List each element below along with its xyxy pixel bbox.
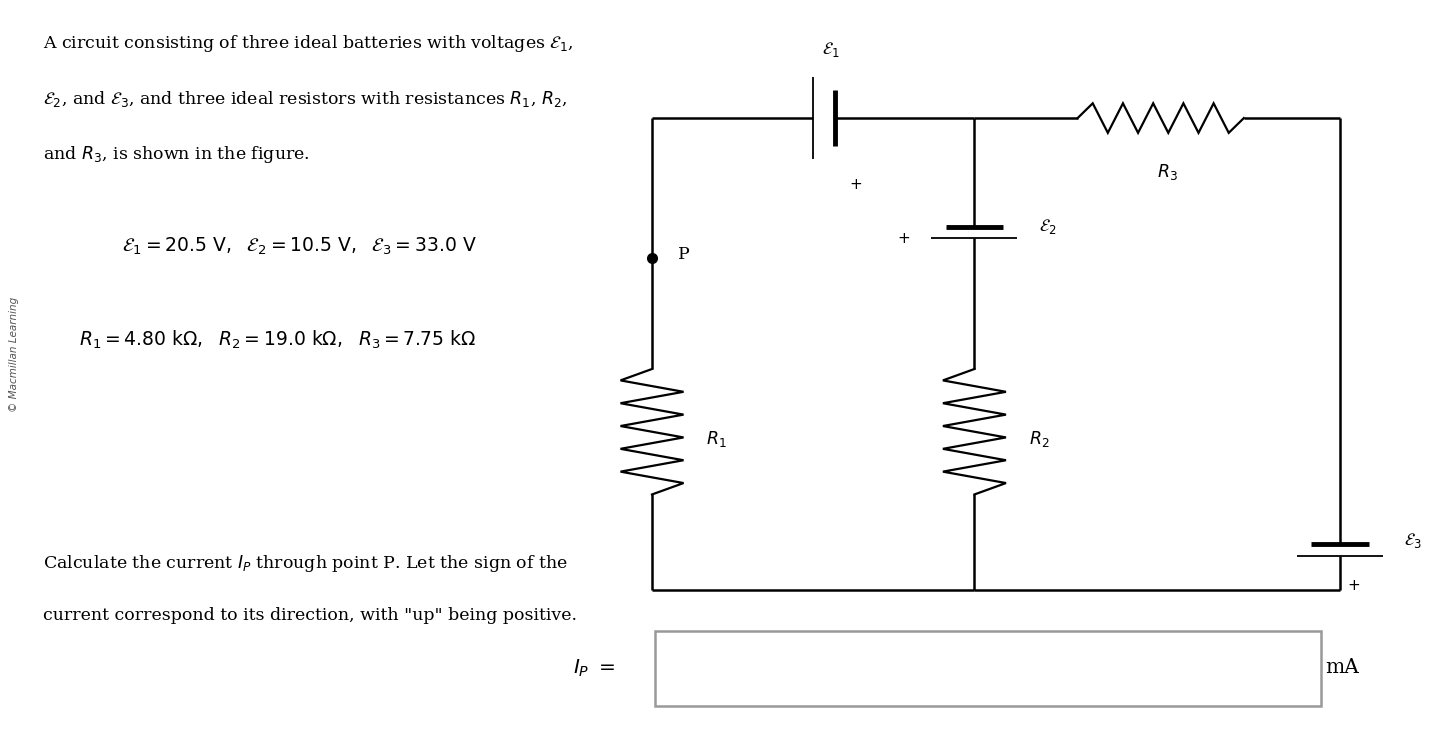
Text: $R_3$: $R_3$ [1158,162,1178,182]
Text: $R_2$: $R_2$ [1029,429,1049,449]
Text: +: + [1348,578,1360,593]
Text: $\mathcal{E}_1 = 20.5\ \mathrm{V},\ \ \mathcal{E}_2 = 10.5\ \mathrm{V},\ \ \math: $\mathcal{E}_1 = 20.5\ \mathrm{V},\ \ \m… [122,236,477,258]
Text: $R_1 = 4.80\ \mathrm{k\Omega},\ \ R_2 = 19.0\ \mathrm{k\Omega},\ \ R_3 = 7.75\ \: $R_1 = 4.80\ \mathrm{k\Omega},\ \ R_2 = … [79,328,476,351]
Text: +: + [897,231,910,246]
Text: Calculate the current $I_P$ through point P. Let the sign of the: Calculate the current $I_P$ through poin… [43,554,567,574]
Text: mA: mA [1326,658,1360,677]
Text: $\mathcal{E}_2$: $\mathcal{E}_2$ [1039,217,1056,236]
FancyBboxPatch shape [655,631,1321,706]
Text: $\mathcal{E}_3$: $\mathcal{E}_3$ [1404,531,1422,550]
Text: © Macmillan Learning: © Macmillan Learning [10,297,19,412]
Text: current correspond to its direction, with "up" being positive.: current correspond to its direction, wit… [43,607,577,624]
Text: $I_P\ =$: $I_P\ =$ [573,658,615,678]
Text: $R_1$: $R_1$ [706,429,727,449]
Text: +: + [850,177,861,192]
Text: P: P [678,246,689,263]
Text: $\mathcal{E}_1$: $\mathcal{E}_1$ [823,40,840,59]
Text: $\mathcal{E}_2$, and $\mathcal{E}_3$, and three ideal resistors with resistances: $\mathcal{E}_2$, and $\mathcal{E}_3$, an… [43,89,567,108]
Text: and $R_3$, is shown in the figure.: and $R_3$, is shown in the figure. [43,144,310,165]
Text: A circuit consisting of three ideal batteries with voltages $\mathcal{E}_1$,: A circuit consisting of three ideal batt… [43,33,573,54]
